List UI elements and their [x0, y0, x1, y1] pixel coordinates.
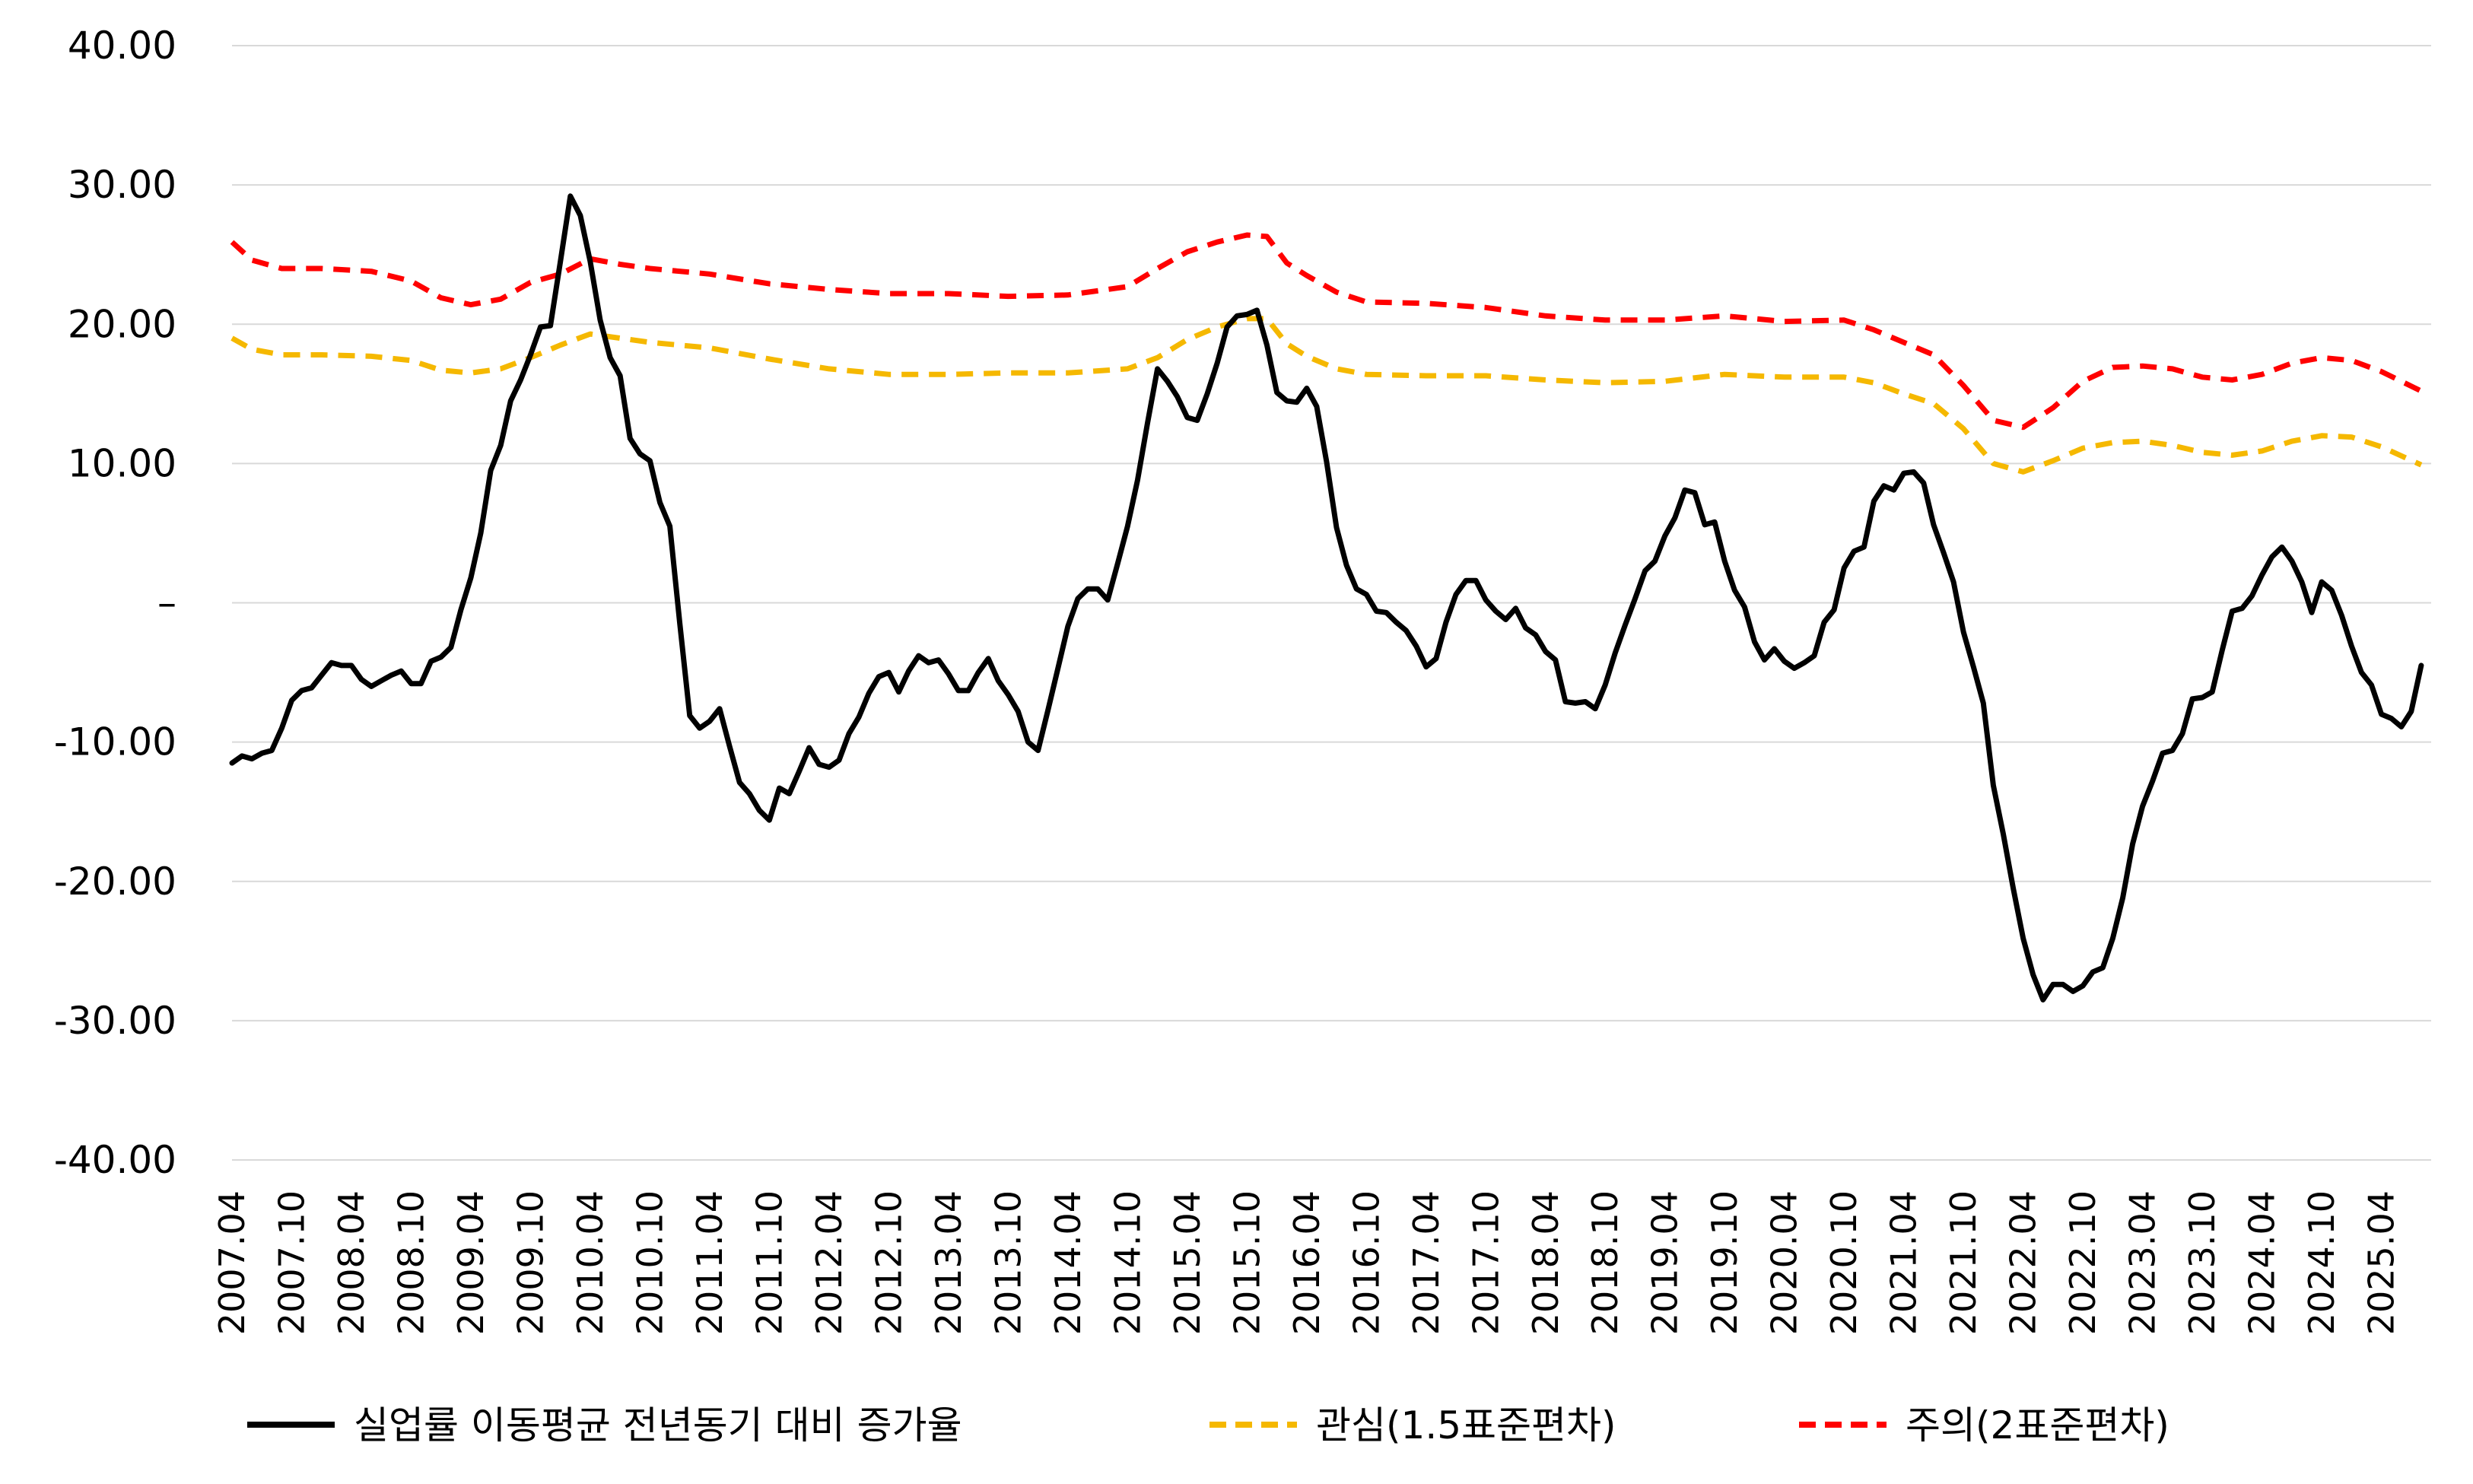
- x-tick-label: 2020.04: [1764, 1190, 1805, 1335]
- y-tick-label: -40.00: [54, 1138, 176, 1182]
- x-tick-label: 2023.04: [2122, 1190, 2163, 1335]
- y-tick-label: -20.00: [54, 860, 176, 904]
- x-tick-label: 2011.10: [749, 1190, 790, 1335]
- x-tick-label: 2015.10: [1226, 1190, 1267, 1335]
- x-tick-label: 2009.10: [510, 1190, 551, 1335]
- x-tick-label: 2020.10: [1823, 1190, 1864, 1335]
- y-tick-label: -10.00: [54, 720, 176, 764]
- x-tick-label: 2011.04: [689, 1190, 730, 1335]
- series-layer: [229, 193, 2424, 1003]
- x-tick-label: 2008.10: [390, 1190, 431, 1335]
- x-tick-label: 2016.04: [1286, 1190, 1327, 1335]
- x-tick-label: 2013.10: [987, 1190, 1028, 1335]
- x-tick-label: 2014.04: [1047, 1190, 1089, 1335]
- legend-label-0: 실업률 이동평균 전년동기 대비 증가율: [354, 1403, 962, 1447]
- y-tick-label: 40.00: [68, 24, 176, 68]
- x-tick-label: 2017.04: [1406, 1190, 1447, 1335]
- x-tick-label: 2016.10: [1346, 1190, 1387, 1335]
- y-tick-label: 30.00: [68, 163, 176, 207]
- y-axis-ticks: 40.00 30.00 20.00 10.00 – -10.00 -20.00 -30.00 -…: [54, 24, 176, 1182]
- x-tick-label: 2019.10: [1704, 1190, 1745, 1335]
- series-line-1: [230, 316, 2423, 475]
- series-line-2: [230, 232, 2423, 431]
- x-tick-label: 2017.10: [1465, 1190, 1506, 1335]
- legend: 실업률 이동평균 전년동기 대비 증가율 관심(1.5표준편차) 주의(2표준편차): [247, 1403, 2169, 1447]
- y-tick-label: –: [157, 581, 176, 625]
- x-tick-label: 2012.10: [868, 1190, 909, 1335]
- x-tick-label: 2013.04: [928, 1190, 969, 1335]
- legend-label-2: 주의(2표준편차): [1906, 1403, 2169, 1447]
- x-tick-label: 2021.10: [1943, 1190, 1984, 1335]
- x-tick-label: 2018.04: [1525, 1190, 1566, 1335]
- x-tick-label: 2024.10: [2301, 1190, 2342, 1335]
- y-tick-label: 20.00: [68, 302, 176, 346]
- x-tick-label: 2008.04: [331, 1190, 372, 1335]
- x-tick-label: 2009.04: [450, 1190, 491, 1335]
- x-tick-label: 2023.10: [2182, 1190, 2223, 1335]
- x-tick-label: 2007.10: [271, 1190, 312, 1335]
- x-tick-label: 2019.04: [1645, 1190, 1686, 1335]
- x-tick-label: 2010.04: [570, 1190, 611, 1335]
- series-line-0: [229, 193, 2424, 1003]
- x-tick-label: 2010.10: [629, 1190, 670, 1335]
- x-tick-label: 2024.04: [2242, 1190, 2283, 1335]
- x-tick-label: 2022.04: [2003, 1190, 2044, 1335]
- x-tick-label: 2022.10: [2062, 1190, 2103, 1335]
- x-tick-label: 2014.10: [1107, 1190, 1148, 1335]
- x-tick-label: 2012.04: [809, 1190, 850, 1335]
- x-tick-label: 2015.04: [1167, 1190, 1208, 1335]
- y-tick-label: 10.00: [68, 441, 176, 485]
- legend-label-1: 관심(1.5표준편차): [1316, 1403, 1616, 1447]
- x-axis-ticks: 2007.04 2007.10 2008.04 2008.10 2009.04 2009.…: [211, 1190, 2402, 1335]
- y-tick-label: -30.00: [54, 999, 176, 1043]
- x-tick-label: 2007.04: [211, 1190, 253, 1335]
- x-tick-label: 2018.10: [1585, 1190, 1626, 1335]
- x-tick-label: 2025.04: [2361, 1190, 2402, 1335]
- x-tick-label: 2021.04: [1883, 1190, 1925, 1335]
